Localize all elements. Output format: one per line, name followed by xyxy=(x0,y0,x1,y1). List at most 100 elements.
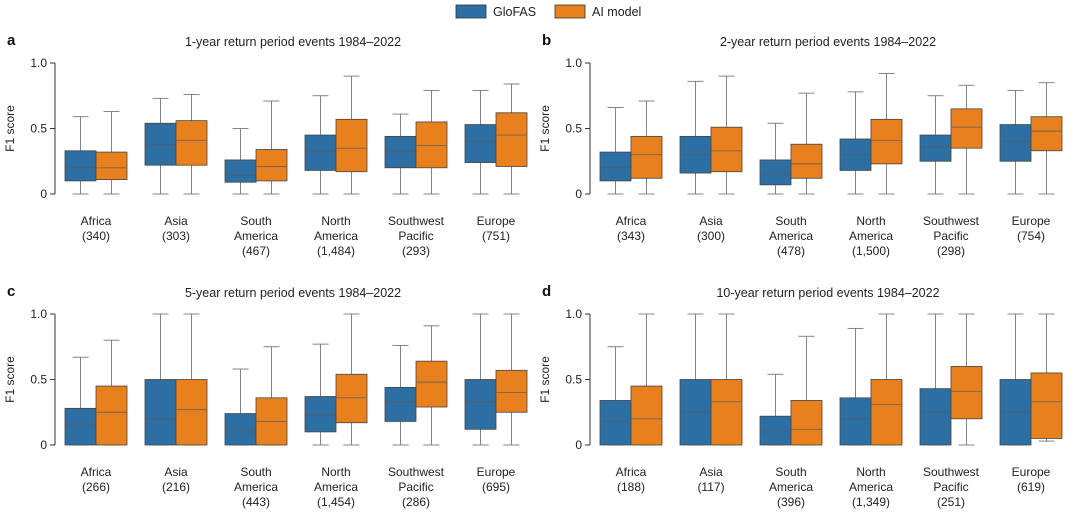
category-label: South xyxy=(775,465,806,479)
category-label: Africa xyxy=(81,214,112,228)
y-tick-label: 0 xyxy=(575,187,582,201)
y-tick-label: 0.5 xyxy=(30,122,47,136)
box-ai-model xyxy=(870,118,903,165)
category-count: (443) xyxy=(242,495,270,509)
category-count: (251) xyxy=(937,495,965,509)
category-label: South xyxy=(775,214,806,228)
box-ai-model xyxy=(335,118,368,173)
y-tick-label: 0 xyxy=(575,438,582,452)
category-count: (619) xyxy=(1017,480,1045,494)
category-count: (343) xyxy=(617,229,645,243)
category-label: Europe xyxy=(477,465,516,479)
category-label: America xyxy=(234,480,278,494)
box-glofas xyxy=(64,407,97,446)
box-glofas xyxy=(384,386,417,422)
category-count: (293) xyxy=(402,244,430,258)
category-label: America xyxy=(234,229,278,243)
category-label: North xyxy=(321,214,350,228)
box-glofas xyxy=(919,388,952,446)
box-glofas xyxy=(224,413,257,446)
box-glofas xyxy=(144,379,177,446)
category-count: (340) xyxy=(82,229,110,243)
category-count: (303) xyxy=(162,229,190,243)
panel-letter: a xyxy=(7,32,16,49)
category-label: Pacific xyxy=(398,229,433,243)
category-label: Asia xyxy=(164,214,188,228)
category-label: America xyxy=(849,480,893,494)
category-label: Africa xyxy=(616,214,647,228)
category-count: (188) xyxy=(617,480,645,494)
category-count: (754) xyxy=(1017,229,1045,243)
box-ai-model xyxy=(630,135,663,179)
box-glofas xyxy=(599,151,632,182)
category-label: Europe xyxy=(477,214,516,228)
legend: GloFAS AI model xyxy=(455,4,641,19)
y-tick-label: 0.5 xyxy=(565,373,582,387)
legend-label-ai-model: AI model xyxy=(592,5,641,19)
box-glofas xyxy=(759,415,792,446)
category-count: (695) xyxy=(482,480,510,494)
box-ai-model xyxy=(950,108,983,149)
box-ai-model xyxy=(1030,116,1063,152)
box-glofas xyxy=(999,124,1032,162)
category-label: South xyxy=(240,214,271,228)
box-glofas xyxy=(464,379,497,430)
box-ai-model xyxy=(415,360,448,408)
box-glofas xyxy=(919,134,952,162)
box-ai-model xyxy=(95,151,128,180)
box-glofas xyxy=(304,396,337,433)
box-ai-model xyxy=(1030,372,1063,439)
box-glofas xyxy=(304,134,337,171)
panel-title: 2-year return period events 1984–2022 xyxy=(720,35,936,49)
category-count: (216) xyxy=(162,480,190,494)
panel-title: 10-year return period events 1984–2022 xyxy=(716,286,939,300)
y-tick-label: 0.5 xyxy=(565,122,582,136)
legend-swatch-glofas xyxy=(455,4,487,19)
y-tick-label: 1.0 xyxy=(565,307,582,321)
y-tick-label: 0.5 xyxy=(30,373,47,387)
box-ai-model xyxy=(175,120,208,166)
category-count: (286) xyxy=(402,495,430,509)
box-glofas xyxy=(64,150,97,182)
panel-c: c 5-year return period events 1984–2022 0 0… xyxy=(3,283,528,509)
panel-letter: d xyxy=(542,283,551,300)
box-ai-model xyxy=(175,379,208,446)
box-ai-model xyxy=(870,379,903,446)
box-ai-model xyxy=(630,385,663,446)
category-label: Africa xyxy=(81,465,112,479)
box-ai-model xyxy=(255,149,288,182)
category-label: America xyxy=(314,229,358,243)
panel-letter: b xyxy=(542,32,551,49)
category-label: America xyxy=(849,229,893,243)
y-axis-label: F1 score xyxy=(538,105,552,152)
category-label: Southwest xyxy=(388,214,445,228)
box-ai-model xyxy=(95,385,128,446)
category-count: (298) xyxy=(937,244,965,258)
category-count: (1,349) xyxy=(852,495,890,509)
box-ai-model xyxy=(495,112,528,167)
category-count: (1,500) xyxy=(852,244,890,258)
box-glofas xyxy=(464,124,497,163)
panel-letter: c xyxy=(7,283,15,300)
y-axis-label: F1 score xyxy=(538,356,552,403)
category-label: Europe xyxy=(1012,465,1051,479)
box-ai-model xyxy=(790,400,823,446)
category-label: Southwest xyxy=(923,465,980,479)
category-label: Southwest xyxy=(388,465,445,479)
box-ai-model xyxy=(710,379,743,446)
y-tick-label: 1.0 xyxy=(30,56,47,70)
category-label: South xyxy=(240,465,271,479)
box-glofas xyxy=(759,159,792,186)
y-axis-label: F1 score xyxy=(3,105,17,152)
box-ai-model xyxy=(710,126,743,173)
category-label: Southwest xyxy=(923,214,980,228)
panel-a: a 1-year return period events 1984–2022 0 0… xyxy=(3,32,528,258)
category-label: Pacific xyxy=(933,480,968,494)
box-ai-model xyxy=(790,143,823,179)
box-glofas xyxy=(384,135,417,169)
legend-swatch-ai-model xyxy=(554,4,586,19)
category-label: Asia xyxy=(164,465,188,479)
category-count: (396) xyxy=(777,495,805,509)
y-tick-label: 0 xyxy=(40,187,47,201)
